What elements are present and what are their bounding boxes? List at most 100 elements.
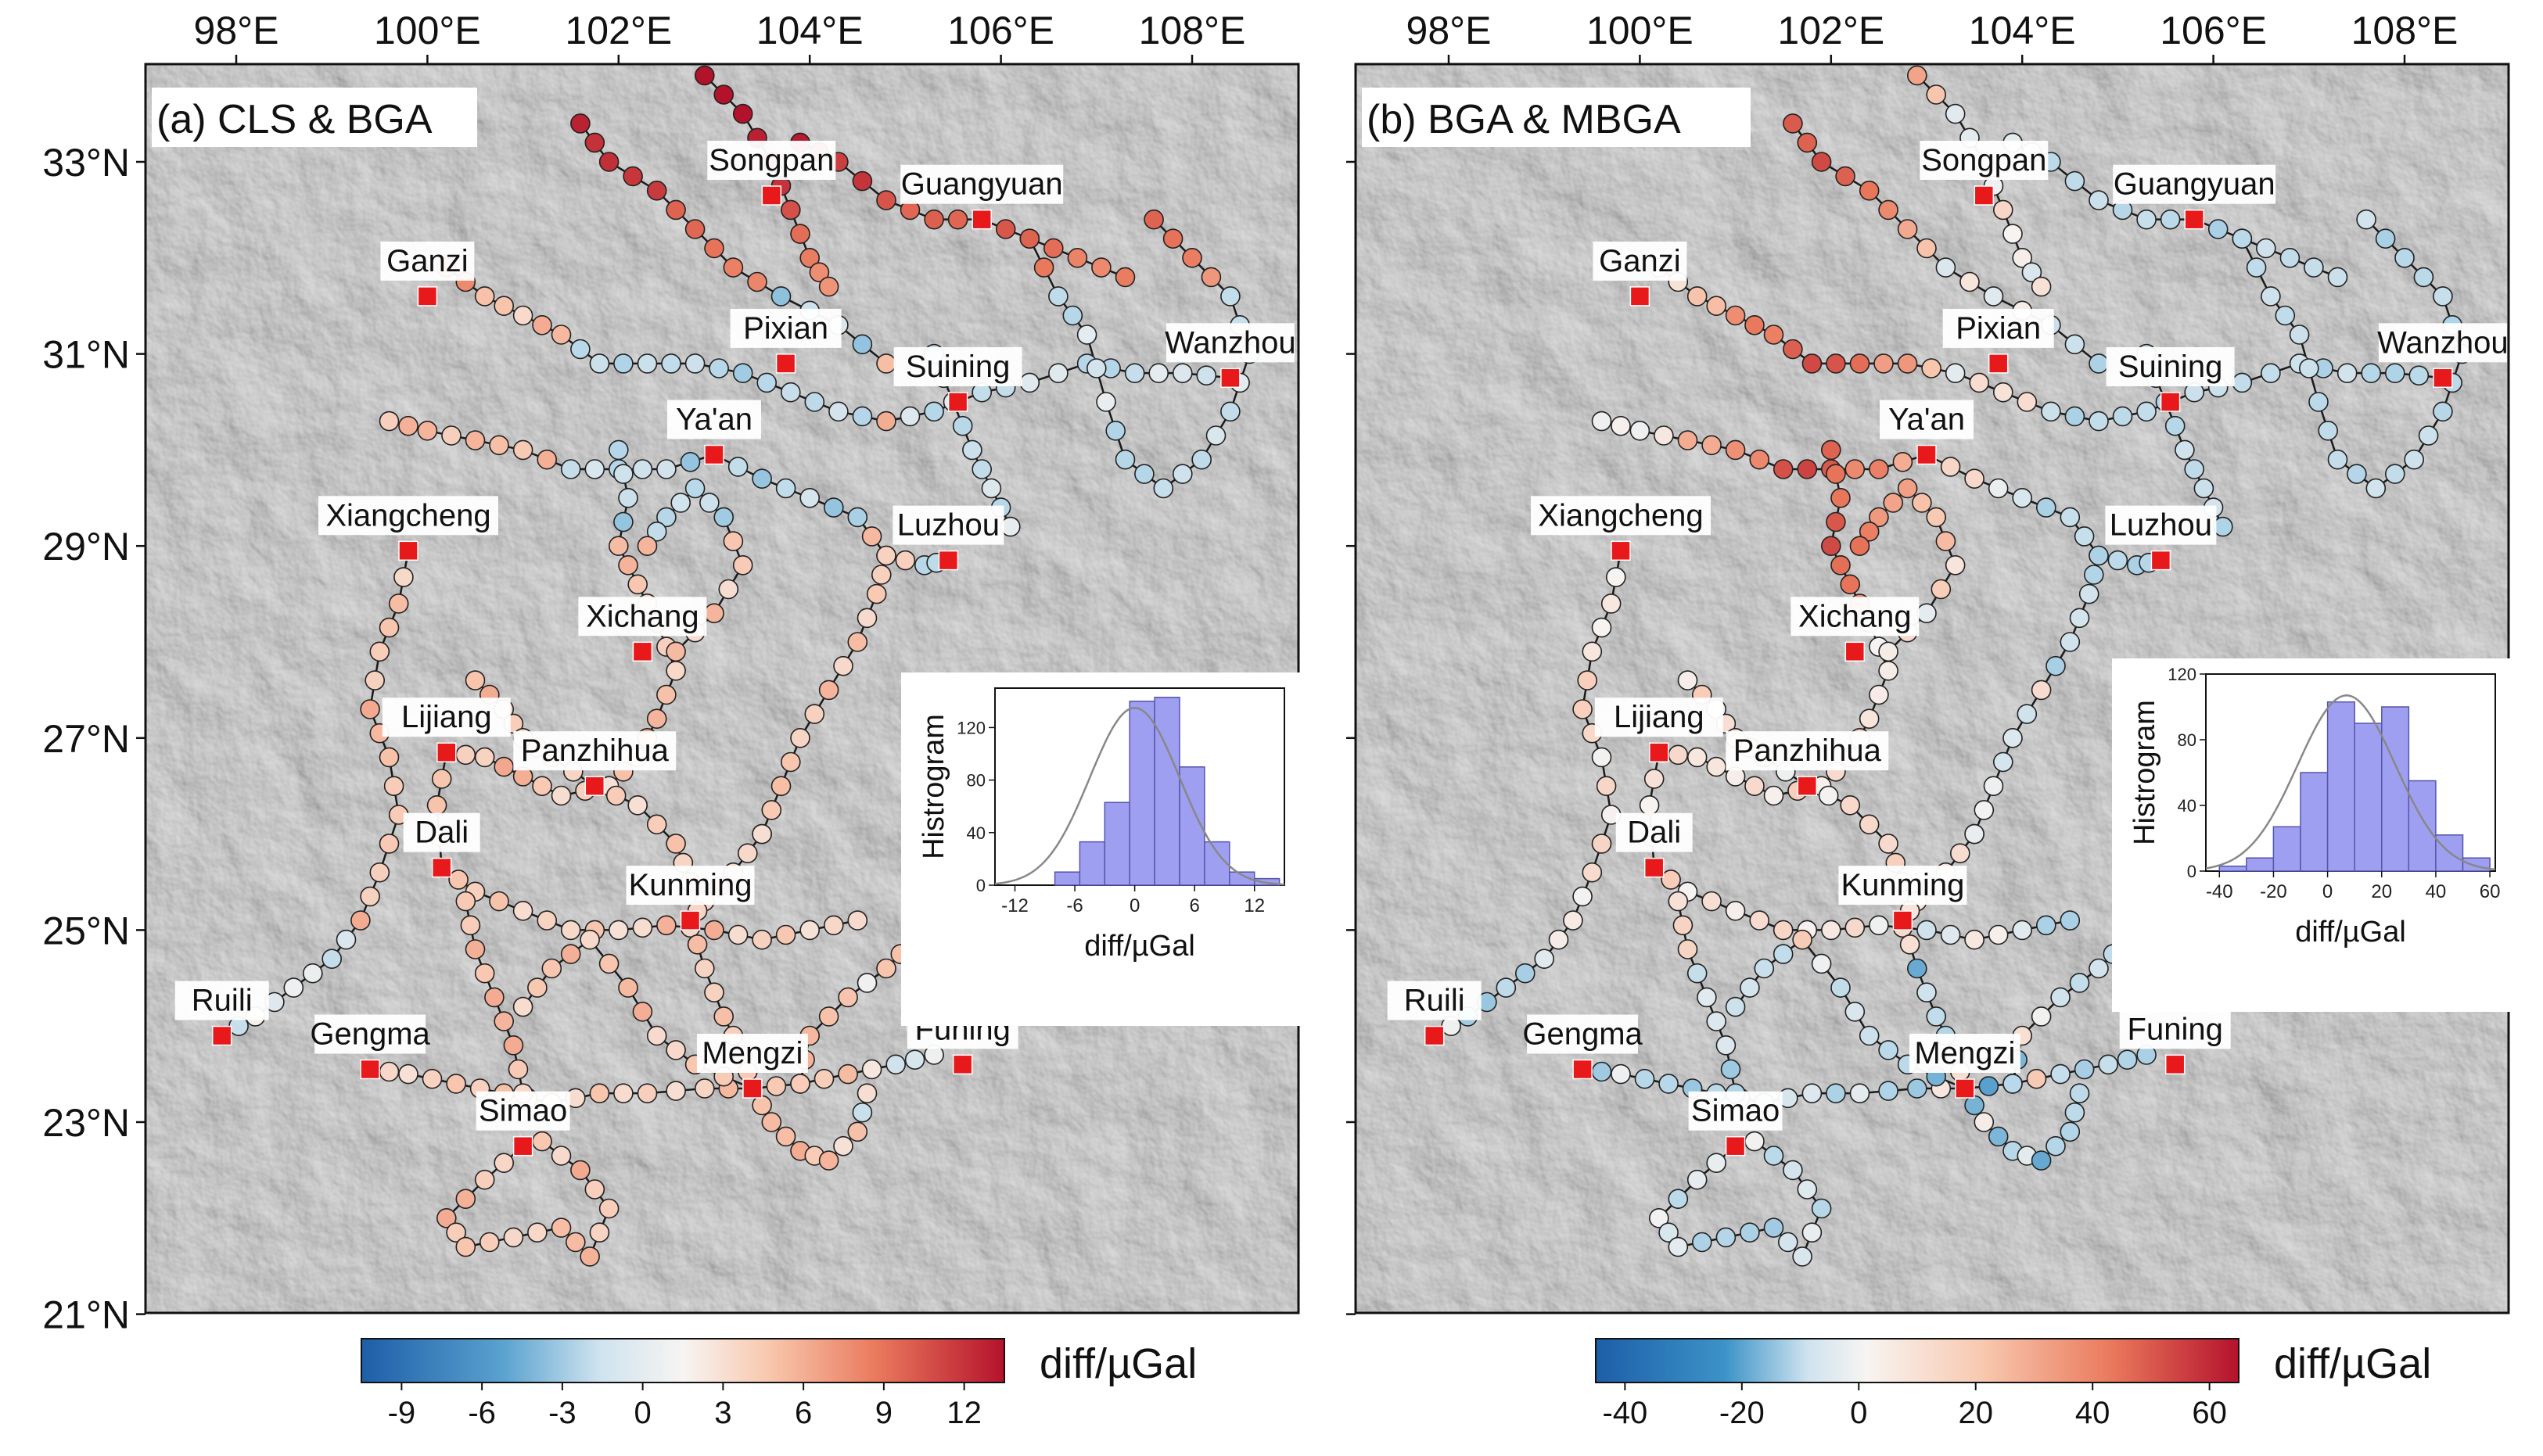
- gravity-point: [952, 415, 973, 436]
- gravity-point: [666, 199, 686, 221]
- gravity-point: [1983, 776, 2004, 797]
- gravity-point: [1706, 1011, 1726, 1031]
- gravity-point: [494, 756, 515, 777]
- gravity-point: [799, 247, 820, 268]
- colorbar: -40 -20 0 20 40 60 diff/µGal: [1595, 1338, 2431, 1430]
- gravity-point: [1801, 1083, 1823, 1103]
- gravity-point: [580, 1246, 600, 1267]
- gravity-point: [2136, 209, 2157, 230]
- gravity-point: [775, 924, 796, 945]
- gravity-point: [1091, 257, 1112, 278]
- station-marker: [1916, 444, 1937, 465]
- station-label-box: [380, 241, 475, 281]
- station-label: Ruili: [192, 984, 253, 1018]
- gravity-point: [1668, 1236, 1689, 1257]
- gravity-point: [1869, 459, 1889, 479]
- gravity-point: [532, 1131, 552, 1152]
- station-marker: [512, 1135, 533, 1157]
- lon-label: 100°E: [1586, 9, 1694, 52]
- station-label: Kunming: [629, 868, 752, 902]
- gravity-point: [972, 459, 992, 479]
- gravity-point: [2365, 478, 2387, 499]
- station-label: Ganzi: [386, 244, 469, 278]
- gravity-point: [2064, 334, 2085, 355]
- gravity-point: [613, 464, 634, 484]
- gravity-point: [770, 776, 792, 797]
- gravity-point: [1715, 1035, 1737, 1056]
- station-label: Xiangcheng: [1538, 498, 1703, 533]
- gravity-point: [1974, 1112, 1995, 1132]
- gravity-point: [2012, 920, 2032, 941]
- gravity-point: [1792, 1246, 1812, 1267]
- gravity-point: [1697, 987, 1717, 1008]
- gravity-point: [431, 769, 452, 789]
- gravity-point: [2046, 655, 2066, 676]
- hist-ylabel: Histrogram: [918, 714, 950, 859]
- gravity-point: [838, 1063, 858, 1085]
- station-luzhou: Luzhou: [893, 505, 1004, 571]
- colorbar-title: diff/µGal: [1040, 1340, 1197, 1387]
- gravity-point: [1048, 363, 1069, 384]
- gravity-point: [2021, 262, 2042, 283]
- gravity-point: [799, 920, 820, 941]
- station-label-box: [893, 505, 1004, 545]
- gravity-point: [747, 271, 767, 292]
- gravity-point: [713, 84, 735, 105]
- gravity-point: [1096, 392, 1116, 412]
- station-label: Panzhihua: [521, 733, 670, 768]
- gravity-point: [2394, 247, 2415, 268]
- gravity-point: [2327, 449, 2348, 470]
- gravity-point: [474, 963, 495, 984]
- station-label: Kunming: [1841, 868, 1964, 902]
- gravity-point: [1964, 468, 1984, 490]
- gravity-point: [1859, 708, 1880, 730]
- gravity-point: [2031, 680, 2052, 701]
- station-label: Mengzi: [702, 1036, 803, 1070]
- gravity-point: [1191, 449, 1212, 470]
- gravity-point: [1744, 776, 1765, 797]
- gravity-point: [584, 1179, 605, 1200]
- panel-label: (b) BGA & MBGA: [1367, 97, 1681, 142]
- gravity-point: [1649, 1208, 1669, 1228]
- gravity-point: [2089, 353, 2109, 374]
- gravity-point: [365, 670, 386, 690]
- gravity-point: [1220, 401, 1241, 422]
- gravity-point: [809, 262, 830, 283]
- gravity-point: [818, 1150, 839, 1171]
- station-xiangcheng: Xiangcheng: [318, 496, 498, 561]
- gravity-point: [537, 910, 558, 931]
- gravity-point: [551, 1146, 572, 1166]
- gravity-point: [1940, 457, 1961, 477]
- gravity-point: [613, 353, 634, 374]
- gravity-point: [790, 224, 810, 244]
- gravity-point: [737, 843, 758, 863]
- gravity-point: [448, 870, 469, 890]
- gravity-point: [1935, 257, 1956, 278]
- hist-ylabel: Histrogram: [2128, 700, 2161, 845]
- colorbar: -9 -6 -3 0 3 6 9 12 diff/µGal: [361, 1338, 1197, 1430]
- gravity-point: [627, 574, 648, 595]
- gravity-point: [494, 296, 515, 317]
- lon-label: 106°E: [2160, 9, 2267, 52]
- gravity-point: [1744, 1131, 1765, 1152]
- gravity-point: [1849, 353, 1870, 374]
- colorbar-tick-label: 6: [795, 1396, 812, 1430]
- map-axes: 98°E 100°E 102°E 104°E 106°E 108°E: [1346, 9, 2458, 1315]
- gravity-point: [1912, 493, 1932, 513]
- station-marker: [1988, 353, 2009, 374]
- gravity-point: [537, 449, 558, 470]
- gravity-point: [494, 1153, 515, 1173]
- gravity-point: [1668, 1189, 1689, 1209]
- gravity-point: [2408, 365, 2430, 386]
- gravity-point: [1783, 1160, 1803, 1181]
- gravity-point: [2050, 987, 2071, 1008]
- station-label-box: [314, 1014, 426, 1054]
- gravity-point: [2136, 401, 2157, 422]
- station-pixian: Pixian: [1942, 308, 2054, 374]
- gravity-point: [2050, 1063, 2071, 1085]
- gravity-point: [904, 1049, 925, 1070]
- gravity-point: [2413, 267, 2434, 288]
- gravity-point: [2031, 1150, 2052, 1171]
- gravity-point: [1926, 507, 1946, 528]
- gravity-point: [2084, 565, 2104, 585]
